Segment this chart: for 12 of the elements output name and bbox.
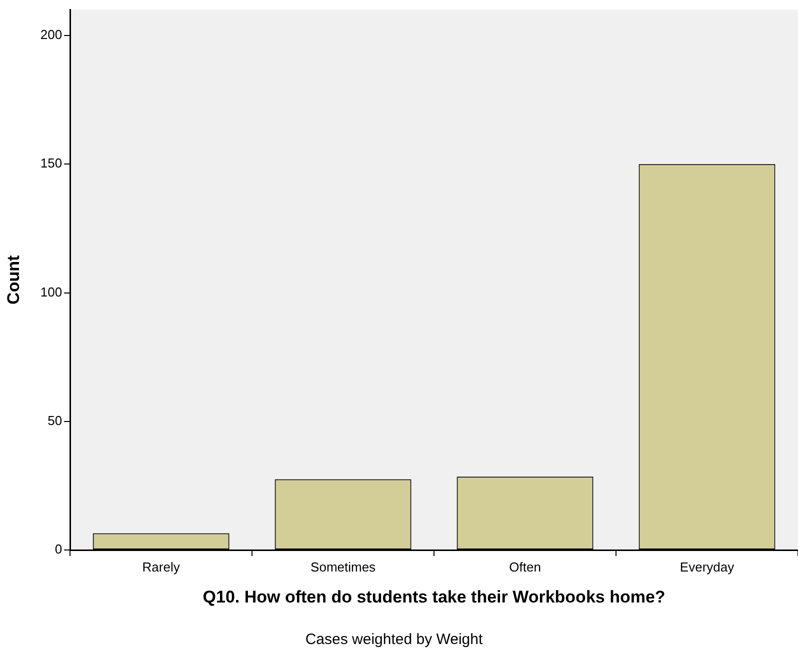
y-tick-label: 50	[48, 412, 62, 428]
y-tick-label: 150	[40, 156, 62, 171]
x-axis-title: Q10. How often do students take their Workbooks home?	[202, 587, 666, 606]
y-axis-title: Count	[4, 255, 23, 304]
text: Cases weighted by Weight	[305, 631, 484, 648]
y-tick-label: 200	[40, 27, 62, 42]
y-tick-label: 100	[40, 284, 62, 300]
x-tick-label: Everyday	[680, 559, 735, 574]
y-tick-label: 0	[54, 542, 62, 557]
x-tick-label: Rarely	[142, 559, 180, 574]
x-tick-label: Sometimes	[310, 559, 376, 574]
x-tick-label: Often	[509, 559, 541, 574]
